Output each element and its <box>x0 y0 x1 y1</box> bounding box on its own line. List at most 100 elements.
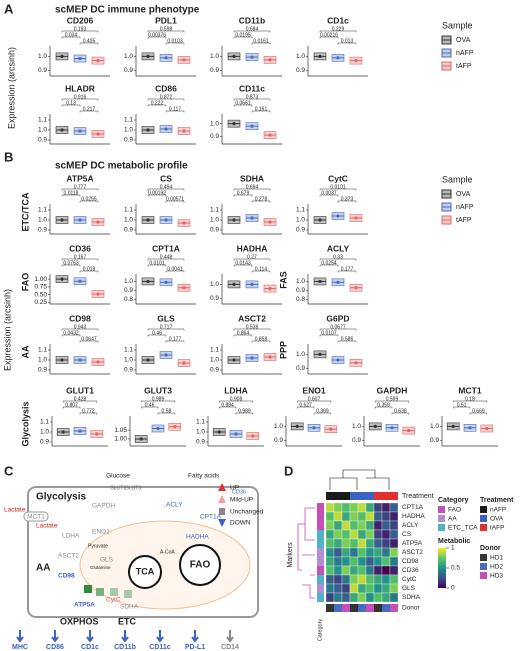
p-bracket <box>218 406 237 409</box>
row-label: ETC/TCA <box>20 192 30 231</box>
heatmap-cell <box>389 574 399 585</box>
y-tick-label: 1.0 <box>210 281 219 288</box>
y-tick-label: 1.1 <box>38 207 47 214</box>
pathway-diagram: C TCA FAO Glucose Fatty acids Glycolysis… <box>4 463 264 650</box>
p-value: 0.278 <box>255 196 268 202</box>
mitochondrion <box>79 520 251 610</box>
p-bracket <box>319 328 357 331</box>
point <box>164 353 168 357</box>
donor-cell <box>358 604 366 612</box>
legend-swatch <box>438 506 445 513</box>
heatmap-cell <box>373 592 383 603</box>
heatmap-cell <box>373 547 383 558</box>
p-bracket <box>233 194 253 197</box>
point <box>354 59 358 63</box>
y-tick-label: 1.1 <box>124 117 133 124</box>
heatmap-cell <box>325 556 335 567</box>
y-tick-label: 1.0 <box>296 351 305 358</box>
legend-label: UP <box>230 485 239 492</box>
heatmap-cell <box>381 520 391 531</box>
p-value: 0.0432 <box>63 330 79 336</box>
p-bracket <box>233 188 271 191</box>
heatmap-cell <box>381 592 391 603</box>
dendrogram <box>297 507 315 599</box>
row-label: CS <box>402 531 412 538</box>
p-value: 0.373 <box>341 196 354 202</box>
legend-title: Sample <box>442 174 473 184</box>
heatmap-cell <box>333 556 343 567</box>
y-tick-label: 1.0 <box>124 217 133 224</box>
node: CD98 <box>58 573 75 580</box>
heatmap-cell <box>389 520 399 531</box>
marker-label: CD1c <box>81 644 99 651</box>
plot-title: CD98 <box>69 313 91 323</box>
node: GLS <box>100 557 114 564</box>
legend-label: nAFP <box>490 507 506 514</box>
tick-label: 0.5 <box>451 565 460 572</box>
y-tick-label: 1.0 <box>296 217 305 224</box>
point <box>78 218 82 222</box>
donor-cell <box>342 604 350 612</box>
p-bracket <box>157 412 176 415</box>
plot-title: CD11c <box>239 83 265 93</box>
point <box>78 279 82 283</box>
plot-title: SDHA <box>240 173 264 183</box>
p-bracket <box>296 406 315 409</box>
point <box>485 426 489 431</box>
legend-swatch <box>438 515 445 522</box>
p-bracket <box>233 30 271 33</box>
heatmap-cell <box>341 502 351 513</box>
point <box>268 133 272 137</box>
heatmap-cell <box>373 538 383 549</box>
row-label: SDHA <box>402 594 421 601</box>
p-value: 0.229 <box>332 26 345 32</box>
p-value: 0.717 <box>160 324 173 330</box>
point <box>60 358 64 362</box>
p-value: 0.0118 <box>64 190 79 196</box>
legend-label: ETC_TCA <box>448 525 478 532</box>
p-value: 0.13 <box>66 100 76 106</box>
row-label: FAO <box>20 273 30 292</box>
p-bracket <box>233 36 253 39</box>
heatmap-cell <box>381 574 391 585</box>
node: ASCT2 <box>58 553 79 560</box>
y-label: Expression (arcsinh) <box>6 47 16 129</box>
p-value: 0.0103 <box>167 38 183 44</box>
marker-arrow <box>191 630 199 643</box>
node: ACLY <box>166 502 183 509</box>
p-bracket <box>61 334 81 337</box>
point <box>232 218 236 222</box>
plot-title: CD1c <box>327 15 349 25</box>
point <box>78 56 82 61</box>
p-bracket <box>233 98 271 101</box>
p-value: 0.177 <box>169 336 182 342</box>
heatmap-cell <box>325 583 335 594</box>
y-tick-label: 0.9 <box>210 227 219 234</box>
complex <box>124 590 132 598</box>
p-value: 0.908 <box>230 396 243 402</box>
heatmap-cell <box>373 502 383 513</box>
legend-arrow <box>218 519 226 527</box>
heatmap-cell <box>341 547 351 558</box>
point <box>268 355 272 359</box>
p-value: 0.586 <box>341 336 354 342</box>
heatmap-cell <box>357 511 367 522</box>
legend-label: HD2 <box>490 564 503 571</box>
point <box>318 54 322 59</box>
point <box>318 352 322 356</box>
legend-swatch <box>219 508 225 515</box>
p-value: 0.607 <box>308 396 321 402</box>
plot-title: CS <box>160 173 172 183</box>
p-bracket <box>319 258 357 261</box>
y-tick-label: 0.9 <box>296 365 305 372</box>
p-value: 0.00192 <box>148 190 166 196</box>
heatmap-cell <box>365 565 375 576</box>
marker-arrow <box>16 630 24 643</box>
row-label: Glycolysis <box>20 401 30 446</box>
p-bracket <box>165 270 185 273</box>
node: Fatty acids <box>188 473 220 480</box>
node: CytC <box>106 597 121 604</box>
heatmap-cell <box>325 574 335 585</box>
row-label: CD98 <box>402 558 419 565</box>
treatment-cell <box>350 492 358 500</box>
